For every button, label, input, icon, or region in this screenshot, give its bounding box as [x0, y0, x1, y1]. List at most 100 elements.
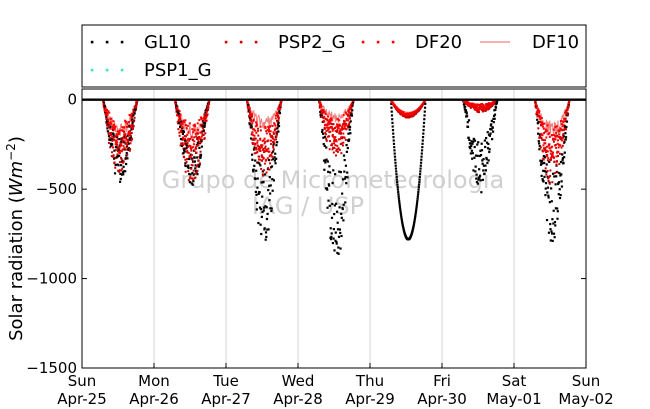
- gl10-point: [189, 153, 192, 156]
- gl10-point: [340, 234, 343, 238]
- psp2-point: [267, 147, 270, 150]
- gl10-point: [551, 232, 554, 235]
- gl10-point: [199, 155, 202, 158]
- gl10-point: [540, 159, 544, 162]
- df20-point: [535, 104, 538, 107]
- psp2-point: [132, 120, 135, 123]
- gl10-point: [106, 130, 110, 133]
- gl10-point: [559, 193, 562, 197]
- gl10-point: [468, 138, 471, 141]
- df20-point: [115, 139, 118, 142]
- psp2-point: [342, 127, 345, 130]
- psp2-point: [205, 119, 208, 122]
- df20-point: [541, 121, 544, 124]
- df20-point: [277, 118, 280, 121]
- x-tick-label-date: Apr-28: [273, 390, 323, 408]
- df20-point: [538, 111, 541, 114]
- gl10-point: [323, 144, 326, 148]
- gl10-point: [487, 142, 490, 146]
- df20-point: [202, 127, 205, 130]
- gl10-point: [423, 106, 427, 109]
- gl10-point: [251, 158, 254, 161]
- gl10-point: [255, 208, 258, 211]
- df20-point: [188, 122, 191, 125]
- psp2-point: [105, 112, 108, 115]
- gl10-point: [413, 216, 417, 219]
- psp2-point: [194, 176, 197, 179]
- df20-point: [262, 139, 265, 142]
- psp2-point: [320, 115, 323, 118]
- gl10-point: [271, 189, 274, 192]
- gl10-point: [254, 190, 257, 194]
- psp2-point: [275, 134, 278, 137]
- gl10-point: [395, 170, 398, 173]
- gl10-point: [330, 216, 334, 219]
- psp2-point: [121, 139, 124, 142]
- psp2-point: [190, 149, 193, 152]
- df20-point: [345, 123, 348, 126]
- gl10-point: [347, 132, 350, 135]
- gl10-point: [537, 121, 540, 124]
- df20-point: [483, 108, 486, 111]
- psp2-point: [123, 130, 126, 133]
- psp2-point: [250, 118, 253, 121]
- gl10-point: [254, 177, 257, 181]
- gl10-point: [558, 172, 561, 175]
- gl10-point: [247, 104, 250, 107]
- psp2-point: [186, 150, 189, 153]
- gl10-point: [340, 216, 343, 219]
- df20-point: [333, 137, 336, 140]
- df20-point: [107, 110, 110, 113]
- gl10-point: [489, 127, 492, 131]
- gl10-point: [332, 237, 335, 240]
- gl10-point: [326, 206, 329, 209]
- gl10-point: [394, 161, 397, 164]
- df20-point: [545, 149, 548, 152]
- gl10-point: [542, 180, 545, 183]
- df20-point: [123, 126, 126, 129]
- psp2-point: [544, 130, 547, 133]
- gl10-point: [272, 179, 276, 182]
- df20-point: [329, 120, 332, 123]
- df20-point: [273, 122, 276, 125]
- psp2-point: [334, 144, 337, 147]
- df20-point: [131, 116, 134, 119]
- gl10-point: [268, 184, 271, 187]
- gl10-point: [348, 128, 351, 131]
- gl10-point: [390, 110, 393, 113]
- psp2-point: [256, 151, 259, 154]
- psp2-point: [256, 144, 259, 147]
- gl10-point: [113, 172, 117, 175]
- gl10-point: [346, 146, 349, 150]
- gl10-point: [267, 188, 270, 192]
- gl10-point: [422, 121, 426, 124]
- gl10-point: [401, 222, 404, 225]
- psp2-point: [347, 124, 350, 127]
- gl10-point: [413, 220, 416, 224]
- df20-point: [108, 111, 111, 114]
- gl10-point: [544, 156, 547, 159]
- psp2-point: [111, 139, 114, 142]
- psp2-point: [122, 161, 125, 164]
- df20-point: [556, 142, 559, 145]
- df20-point: [346, 119, 349, 122]
- df20-point: [116, 130, 119, 133]
- psp2-point: [109, 134, 112, 137]
- psp2-point: [560, 138, 563, 141]
- gl10-point: [535, 105, 538, 108]
- gl10-point: [490, 119, 493, 123]
- psp2-point: [553, 160, 556, 163]
- df20-point: [128, 114, 131, 117]
- gl10-point: [539, 163, 543, 166]
- legend-label-psp1_g: PSP1_G: [144, 60, 212, 81]
- gl10-point: [493, 117, 496, 120]
- df20-point: [130, 124, 133, 127]
- gl10-point: [552, 209, 555, 212]
- df20-point: [123, 137, 126, 140]
- legend-label-gl10: GL10: [144, 32, 191, 53]
- psp2-point: [106, 119, 109, 122]
- gl10-point: [256, 201, 259, 205]
- gl10-point: [564, 132, 567, 135]
- psp2-point: [133, 110, 136, 113]
